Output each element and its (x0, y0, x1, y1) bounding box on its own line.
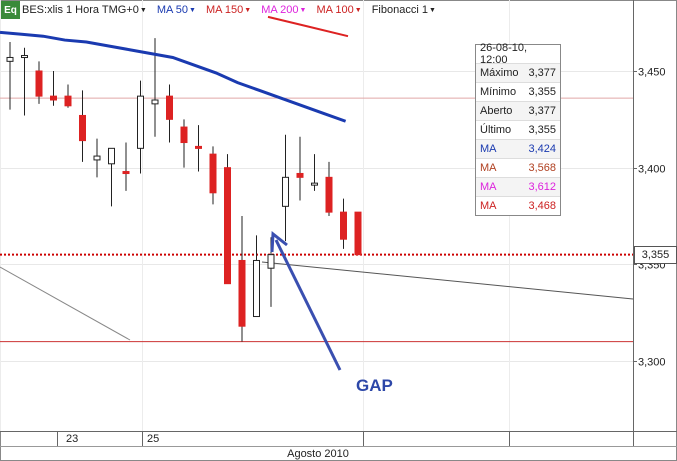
candle-down (238, 259, 246, 327)
candle-up (311, 182, 318, 186)
ohlc-row: MA 3,424 (476, 139, 560, 158)
ohlc-row-label: MA (480, 181, 497, 193)
ohlc-row: Máximo 3,377 (476, 63, 560, 82)
y-tick-label: 3,300 (638, 357, 666, 369)
dropdown-caret-icon[interactable]: ▼ (354, 7, 362, 14)
candle-down (340, 211, 347, 240)
legend-fibonacci[interactable]: Fibonacci 1▼ (372, 4, 436, 16)
legend-ma50-label: MA 50 (156, 4, 188, 16)
ohlc-row-value: 3,355 (528, 124, 556, 136)
legend-fibonacci-label: Fibonacci 1 (371, 4, 428, 16)
x-tick-label: 25 (147, 433, 159, 445)
candle-up (267, 254, 275, 269)
dropdown-caret-icon[interactable]: ▼ (299, 7, 307, 14)
x-tick-label: 23 (66, 433, 78, 445)
ohlc-row: Mínimo 3,355 (476, 82, 560, 101)
candle-down (209, 153, 217, 194)
candle-up (151, 99, 159, 105)
candle-down (354, 211, 362, 256)
candle-up (21, 55, 28, 59)
eq-logo-icon: Eq (1, 1, 20, 19)
candle-down (35, 70, 43, 97)
ohlc-row-label: MA (480, 200, 497, 212)
candle-up (108, 147, 115, 165)
month-axis-label: Agosto 2010 (287, 448, 349, 460)
legend-ma150[interactable]: MA 150▼ (206, 4, 251, 16)
candle-down (166, 95, 173, 120)
ohlc-row: Aberto 3,377 (476, 101, 560, 120)
candle-up (6, 56, 14, 62)
ohlc-row-value: 3,377 (528, 67, 556, 79)
gap-arrow-shaft (274, 239, 342, 371)
gap-annotation-label: GAP (356, 376, 393, 395)
candle-up (253, 259, 260, 318)
ohlc-info-box: 26-08-10, 12:00 Máximo 3,377 Mínimo 3,355 Ab… (475, 42, 561, 216)
candle-down (296, 172, 304, 178)
ohlc-row-label: Último (480, 124, 512, 136)
legend-ma50[interactable]: MA 50▼ (157, 4, 196, 16)
legend-symbol-label: BES:xlis 1 Hora TMG+0 (22, 4, 139, 16)
last-price-tag: 3,355 (634, 246, 677, 264)
y-tick-label: 3,450 (638, 67, 666, 79)
ma-red-line (267, 15, 349, 38)
legend-symbol[interactable]: BES:xlis 1 Hora TMG+0▼ (22, 4, 147, 16)
ohlc-row-value: 3,568 (528, 162, 556, 174)
ohlc-row-label: Mínimo (480, 86, 517, 98)
ohlc-row-label: MA (480, 162, 497, 174)
dropdown-caret-icon[interactable]: ▼ (244, 7, 252, 14)
candle-down (180, 126, 188, 144)
legend-ma150-label: MA 150 (205, 4, 244, 16)
candle-up (93, 155, 101, 161)
dropdown-caret-icon[interactable]: ▼ (139, 7, 147, 14)
candle-down (64, 95, 72, 107)
ohlc-row: MA 3,568 (476, 158, 560, 177)
candle-down (122, 171, 130, 175)
ohlc-row-value: 3,377 (528, 105, 556, 117)
trendline-right (261, 261, 634, 300)
ohlc-row-label: MA (480, 143, 497, 155)
indicator-legend: Eq BES:xlis 1 Hora TMG+0▼ MA 50▼ MA 150▼… (0, 0, 446, 20)
legend-ma100[interactable]: MA 100▼ (316, 4, 361, 16)
ohlc-date-row: 26-08-10, 12:00 (476, 42, 560, 66)
trendline-left (0, 266, 131, 341)
candle-down (325, 176, 333, 213)
y-tick-label: 3,400 (638, 164, 666, 176)
ohlc-row-value: 3,468 (528, 200, 556, 212)
candle-up (282, 176, 289, 207)
ohlc-row-label: Máximo (480, 67, 519, 79)
gap-arrow-head (270, 231, 288, 253)
ohlc-row: MA 3,612 (476, 177, 560, 196)
ma50-line (0, 30, 347, 123)
ohlc-row-value: 3,424 (528, 143, 556, 155)
candle-down (79, 114, 86, 142)
dropdown-caret-icon[interactable]: ▼ (428, 7, 436, 14)
candle-down (224, 167, 231, 285)
candle-down (195, 145, 202, 149)
dropdown-caret-icon[interactable]: ▼ (189, 7, 196, 14)
legend-ma100-label: MA 100 (316, 4, 354, 16)
ohlc-row-value: 3,355 (528, 86, 556, 98)
ohlc-row-value: 3,612 (528, 181, 556, 193)
legend-ma200[interactable]: MA 200▼ (261, 4, 306, 16)
ohlc-row: MA 3,468 (476, 196, 560, 215)
ohlc-row-label: Aberto (480, 105, 513, 117)
legend-ma200-label: MA 200 (261, 4, 299, 16)
ohlc-date: 26-08-10, 12:00 (480, 42, 528, 66)
ohlc-row: Último 3,355 (476, 120, 560, 139)
candle-up (137, 95, 144, 149)
candle-down (50, 95, 57, 101)
